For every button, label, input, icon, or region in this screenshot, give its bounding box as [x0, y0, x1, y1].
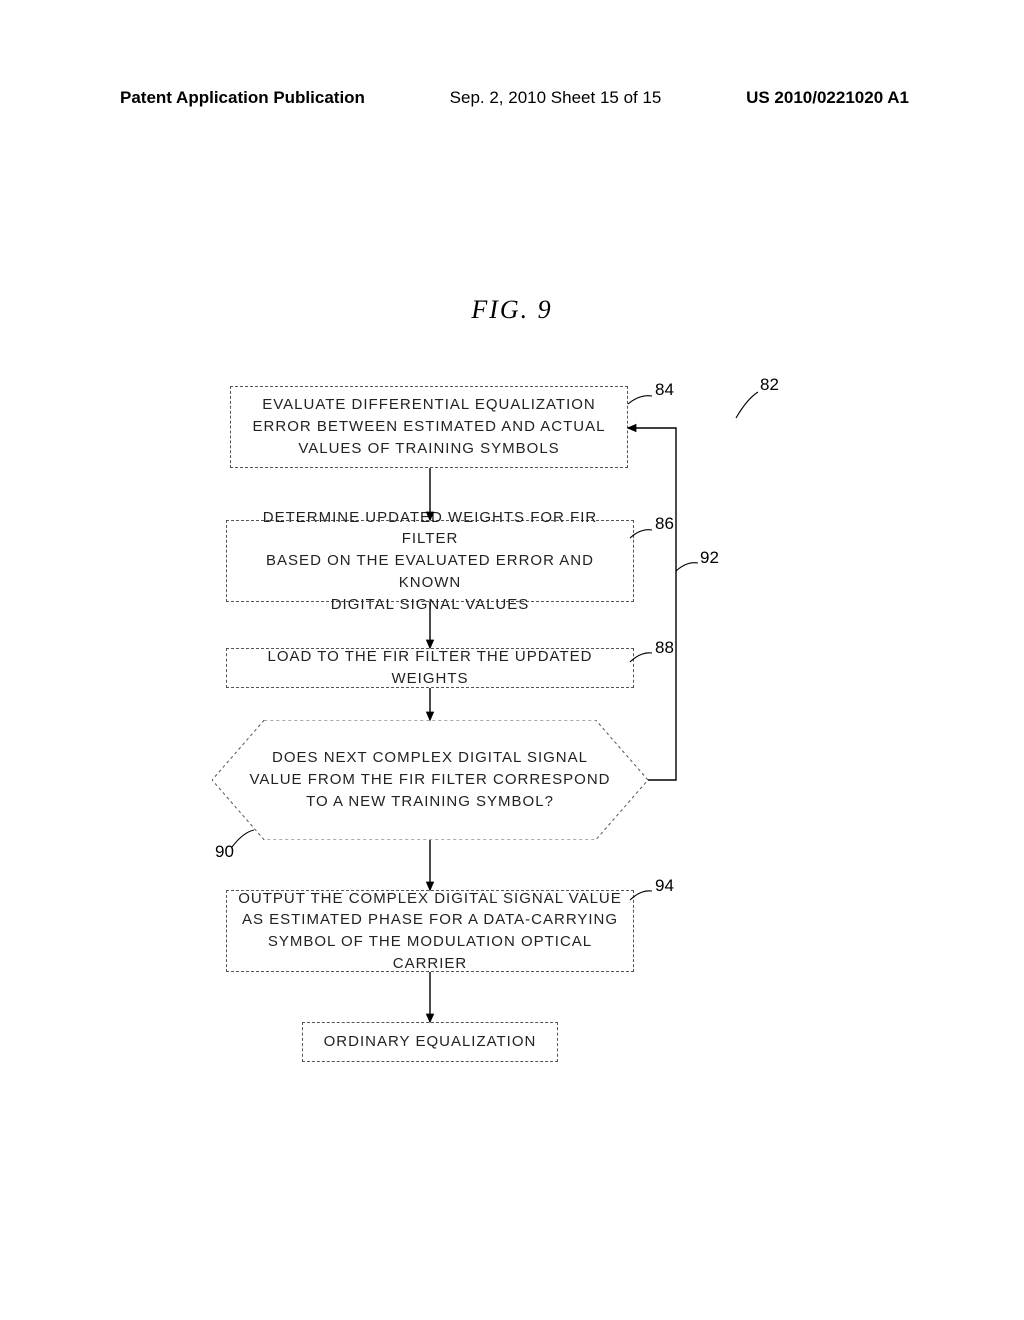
ref-label-94: 94 [655, 876, 674, 896]
process-box-84: EVALUATE DIFFERENTIAL EQUALIZATIONERROR … [230, 386, 628, 468]
decision-text: DOES NEXT COMPLEX DIGITAL SIGNALVALUE FR… [212, 747, 648, 812]
ref-label-86: 86 [655, 514, 674, 534]
process-box-88: LOAD TO THE FIR FILTER THE UPDATED WEIGH… [226, 648, 634, 688]
ref-label-84: 84 [655, 380, 674, 400]
process-box-ordinary: ORDINARY EQUALIZATION [302, 1022, 558, 1062]
decision-90: DOES NEXT COMPLEX DIGITAL SIGNALVALUE FR… [212, 720, 648, 840]
process-box-86: DETERMINE UPDATED WEIGHTS FOR FIR FILTER… [226, 520, 634, 602]
process-box-94: OUTPUT THE COMPLEX DIGITAL SIGNAL VALUEA… [226, 890, 634, 972]
ref-label-88: 88 [655, 638, 674, 658]
ref-label-90: 90 [215, 842, 234, 862]
ref-label-92: 92 [700, 548, 719, 568]
ref-label-82: 82 [760, 375, 779, 395]
flowchart: EVALUATE DIFFERENTIAL EQUALIZATIONERROR … [0, 0, 1024, 1320]
